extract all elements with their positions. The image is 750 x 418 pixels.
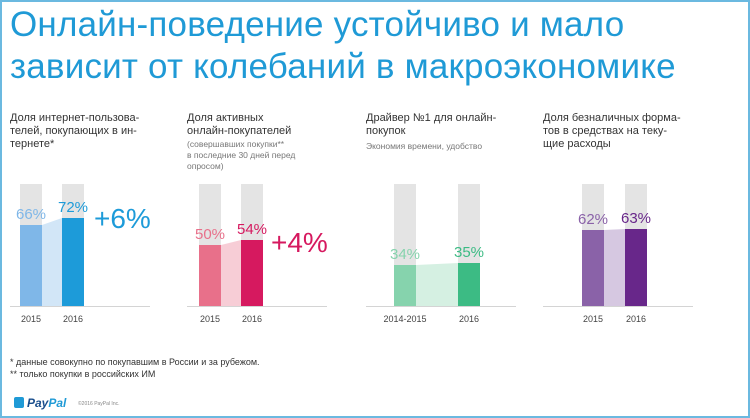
tick-label: 2015: [582, 314, 604, 324]
value-label: 34%: [389, 246, 421, 263]
bars-svg: [394, 263, 480, 306]
panel-internet-buyers: Доля интернет-пользова- телей, покупающи…: [10, 112, 170, 327]
panel-title: Доля активных онлайн-покупателей: [187, 112, 292, 137]
copyright: ©2016 PayPal Inc.: [78, 401, 120, 407]
panel-subtitle: Экономия времени, удобство: [366, 141, 483, 151]
title-line-1: Онлайн-поведение устойчиво и мало: [10, 5, 625, 44]
panel-active-buyers: Доля активных онлайн-покупателей (соверш…: [187, 112, 357, 327]
bar-2015: [582, 230, 604, 306]
delta-label: +4%: [271, 227, 328, 258]
value-label: 50%: [194, 226, 226, 243]
value-label: 63%: [620, 210, 652, 227]
bar-2016: [62, 218, 84, 306]
panel-title: Драйвер №1 для онлайн- покупок: [366, 112, 497, 137]
panel-driver: Драйвер №1 для онлайн- покупок Экономия …: [366, 112, 536, 327]
tick-label: 2016: [241, 314, 263, 324]
chart-area: 50% 54%: [195, 184, 327, 306]
value-label: 54%: [236, 221, 268, 238]
chart-area: 34% 35%: [390, 184, 522, 306]
connector-band: [604, 229, 625, 306]
panel-title: Доля интернет-пользова- телей, покупающи…: [10, 112, 140, 150]
panel-subtitle: (совершавших покупки** в последние 30 дн…: [187, 139, 296, 171]
logo-text-pal: Pal: [48, 396, 67, 410]
tick-label: 2016: [458, 314, 480, 324]
baseline: [187, 306, 327, 307]
baseline: [366, 306, 516, 307]
tick-label: 2015: [199, 314, 221, 324]
baseline: [543, 306, 693, 307]
paypal-logo-icon: [14, 397, 24, 408]
slide-title: Онлайн-поведение устойчиво и мало зависи…: [10, 4, 676, 88]
connector-band: [42, 218, 62, 306]
tick-label: 2016: [62, 314, 84, 324]
bar-2016: [625, 229, 647, 306]
bars-svg: [199, 240, 263, 306]
logo-text-pay: Pay: [27, 396, 49, 410]
footnote: * данные совокупно по покупавшим в Росси…: [10, 357, 260, 367]
delta-label: +6%: [94, 203, 151, 234]
bar-2014-2015: [394, 265, 416, 306]
tick-label: 2014-2015: [383, 314, 427, 324]
panel-cashless: Доля безналичных форма- тов в средствах …: [543, 112, 713, 327]
bars-svg: [582, 229, 647, 306]
tick-label: 2016: [625, 314, 647, 324]
bars-svg: [20, 218, 84, 306]
bar-2016: [241, 240, 263, 306]
chart-area: 66% 72%: [16, 184, 148, 306]
baseline: [10, 306, 150, 307]
tick-label: 2015: [20, 314, 42, 324]
footnote: ** только покупки в российских ИМ: [10, 369, 156, 379]
value-label: 72%: [57, 199, 89, 216]
panel-title: Доля безналичных форма- тов в средствах …: [543, 112, 681, 150]
paypal-logo: PayPal: [14, 396, 66, 410]
title-line-2: зависит от колебаний в макроэкономике: [10, 47, 676, 86]
value-label: 35%: [453, 244, 485, 261]
connector-band: [416, 263, 458, 306]
connector-band: [221, 240, 241, 306]
bar-2016: [458, 263, 480, 306]
value-label: 66%: [15, 206, 47, 223]
bar-2015: [20, 225, 42, 306]
chart-area: 62% 63%: [578, 184, 710, 306]
value-label: 62%: [577, 211, 609, 228]
bar-2015: [199, 245, 221, 306]
